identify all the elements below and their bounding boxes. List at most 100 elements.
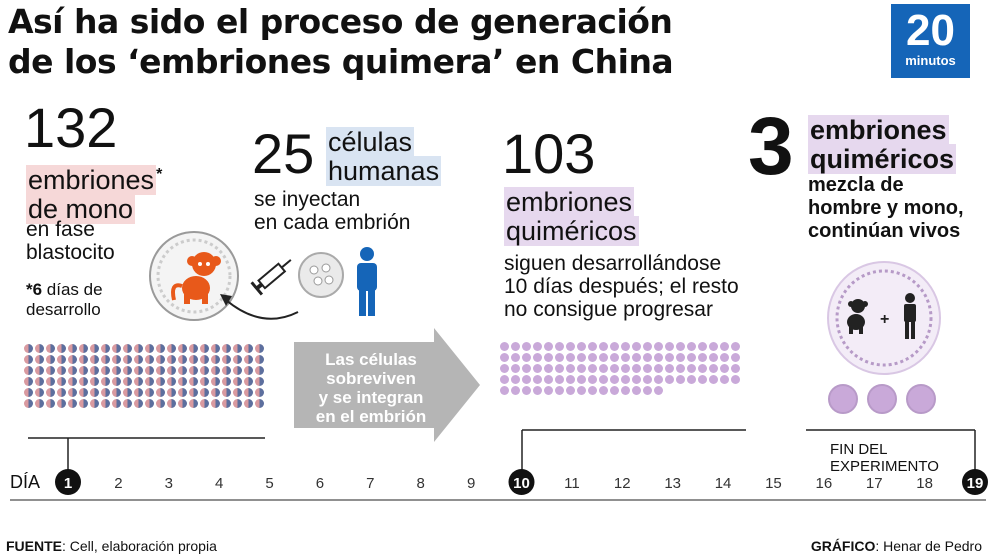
embryo-dot [244, 388, 253, 397]
embryo-dot [500, 386, 509, 395]
embryo-dot [577, 353, 586, 362]
embryo-dot [90, 377, 99, 386]
embryo-dot [621, 342, 630, 351]
embryo-dot [90, 344, 99, 353]
embryo-dot [134, 388, 143, 397]
embryo-dot [676, 375, 685, 384]
embryo-dot [233, 388, 242, 397]
brand-logo[interactable]: 20 minutos [891, 4, 970, 78]
embryo-dot [255, 366, 264, 375]
embryo-dot [599, 364, 608, 373]
embryo-dot [90, 388, 99, 397]
embryo-dot [566, 342, 575, 351]
stage1-label-line1: embriones [26, 165, 157, 195]
embryo-dot [255, 388, 264, 397]
embryo-dot [255, 399, 264, 408]
embryo-dot [145, 355, 154, 364]
embryo-dot [222, 355, 231, 364]
embryo-dot [200, 366, 209, 375]
stage3-desc-line3: no consigue progresar [504, 298, 713, 321]
stage1-asterisk: * [156, 166, 163, 183]
embryo-dot [544, 364, 553, 373]
embryo-dot [134, 355, 143, 364]
embryo-dot [79, 355, 88, 364]
embryo-dot [709, 353, 718, 362]
embryo-dot [222, 377, 231, 386]
embryo-dot [35, 366, 44, 375]
embryo-dot [698, 342, 707, 351]
embryo-dot [145, 388, 154, 397]
embryo-dot [79, 344, 88, 353]
embryo-dot [35, 399, 44, 408]
stage1-label-line2: de mono [26, 194, 136, 224]
embryo-dot [112, 399, 121, 408]
embryo-dot [588, 342, 597, 351]
embryo-dot [665, 342, 674, 351]
embryo-dot [156, 344, 165, 353]
embryo-dot [123, 344, 132, 353]
embryo-dot [233, 344, 242, 353]
embryo-dot [101, 377, 110, 386]
embryo-dot [167, 399, 176, 408]
stage3-desc: siguen desarrollándose 10 días después; … [504, 252, 739, 321]
embryo-dot [610, 386, 619, 395]
arrow-line3: y se integran [318, 388, 424, 407]
embryo-dot [533, 342, 542, 351]
embryo-dot [698, 353, 707, 362]
embryo-dot [112, 377, 121, 386]
embryo-dot [588, 364, 597, 373]
embryo-dot [101, 399, 110, 408]
stage2-number: 25 [252, 122, 315, 185]
embryo-dot [544, 342, 553, 351]
embryo-dot [112, 344, 121, 353]
arrow-line2: sobreviven [326, 369, 416, 388]
stage2-desc-line2: en cada embrión [254, 211, 411, 234]
embryo-dot [189, 355, 198, 364]
embryo-dot [555, 353, 564, 362]
credit-text: : Henar de Pedro [875, 538, 982, 554]
embryo-dot [610, 342, 619, 351]
embryo-dot [24, 388, 33, 397]
embryo-dot [145, 399, 154, 408]
embryo-dot [233, 377, 242, 386]
embryo-dot [731, 342, 740, 351]
day-tick-6: 6 [316, 475, 324, 492]
stage1-label: embriones * de mono [26, 160, 162, 224]
embryo-dot [599, 375, 608, 384]
embryo-dot [665, 364, 674, 373]
embryo-dot [500, 353, 509, 362]
embryo-dot [566, 386, 575, 395]
embryo-dot [599, 353, 608, 362]
day-tick-5: 5 [265, 475, 273, 492]
embryo-dot [698, 364, 707, 373]
embryo-dot [233, 366, 242, 375]
embryo-dot [178, 355, 187, 364]
stage2-label-line2: humanas [326, 156, 442, 186]
embryo-dot [68, 388, 77, 397]
stage3-number: 103 [502, 122, 596, 185]
embryo-dot [57, 355, 66, 364]
graphic-credit: GRÁFICO: Henar de Pedro [811, 538, 982, 554]
embryo-dot [46, 377, 55, 386]
embryo-dot [222, 388, 231, 397]
embryo-dot [720, 353, 729, 362]
embryo-dot [643, 353, 652, 362]
embryo-dot [79, 399, 88, 408]
embryo-dot [211, 366, 220, 375]
embryo-dot [632, 342, 641, 351]
day-tick-10: 10 [513, 475, 530, 492]
embryo-dot [511, 364, 520, 373]
stage4-number: 3 [748, 101, 794, 192]
embryo-dot [57, 388, 66, 397]
chimera-embryo-grid [500, 342, 740, 395]
embryo-dot [709, 364, 718, 373]
embryo-dot [687, 375, 696, 384]
stage3-label-line2: quiméricos [504, 216, 639, 246]
embryo-dot [112, 355, 121, 364]
embryo-dot [46, 344, 55, 353]
embryo-dot [189, 344, 198, 353]
embryo-dot [665, 353, 674, 362]
day-tick-11: 11 [564, 475, 580, 492]
embryo-dot [544, 353, 553, 362]
embryo-dot [709, 375, 718, 384]
